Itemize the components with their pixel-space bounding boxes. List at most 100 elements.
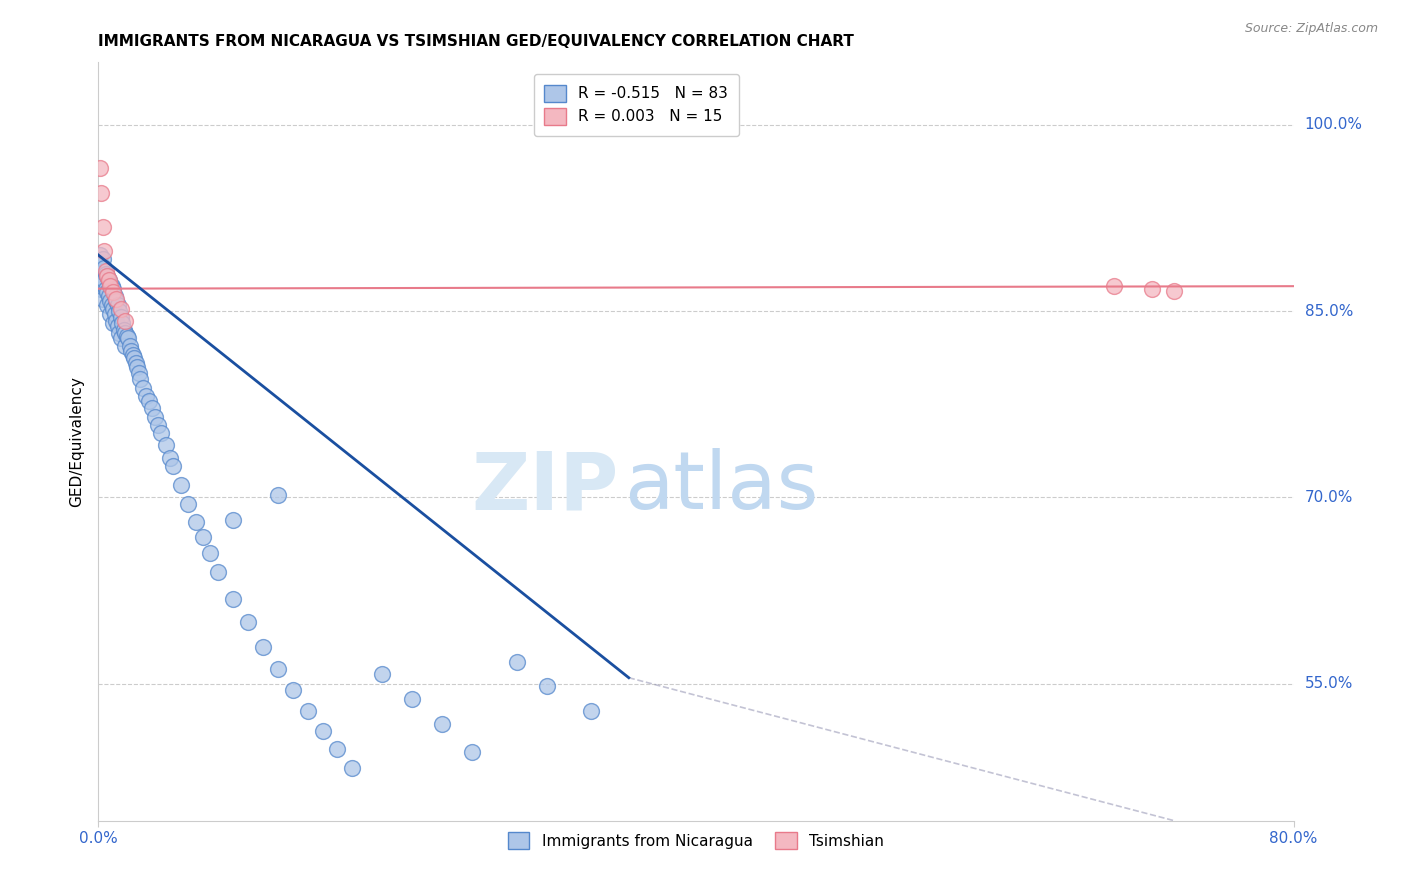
Point — [143, 409, 166, 424]
Point — [97, 273, 120, 287]
Text: 85.0%: 85.0% — [1305, 303, 1353, 318]
Point — [91, 292, 114, 306]
Point — [184, 516, 207, 530]
Point — [281, 683, 304, 698]
Point — [108, 304, 131, 318]
Point — [207, 565, 229, 579]
Point — [118, 339, 141, 353]
Point — [191, 530, 214, 544]
Point — [200, 546, 222, 560]
Point — [124, 351, 146, 366]
Point — [93, 260, 115, 275]
Point — [222, 592, 245, 607]
Point — [371, 667, 394, 681]
Point — [506, 655, 529, 669]
Point — [94, 264, 117, 278]
Point — [91, 219, 114, 234]
Point — [107, 298, 129, 312]
Point — [326, 741, 349, 756]
Point — [96, 269, 118, 284]
Point — [89, 248, 111, 262]
Point — [115, 329, 138, 343]
Point — [114, 314, 136, 328]
Point — [120, 343, 142, 358]
Point — [89, 161, 111, 175]
Point — [132, 381, 155, 395]
Point — [162, 459, 184, 474]
Point — [105, 292, 128, 306]
Point — [121, 347, 143, 361]
Text: ZIP: ZIP — [471, 448, 619, 526]
Point — [101, 279, 124, 293]
Point — [93, 244, 115, 259]
Point — [101, 298, 124, 312]
Legend: Immigrants from Nicaragua, Tsimshian: Immigrants from Nicaragua, Tsimshian — [499, 822, 893, 858]
Text: 100.0%: 100.0% — [1305, 117, 1362, 132]
Point — [177, 497, 200, 511]
Point — [104, 306, 127, 320]
Point — [1163, 284, 1185, 298]
Point — [90, 282, 112, 296]
Point — [108, 326, 131, 341]
Point — [155, 438, 177, 452]
Point — [96, 269, 118, 284]
Point — [105, 314, 128, 328]
Point — [150, 425, 173, 440]
Point — [125, 356, 148, 370]
Point — [98, 306, 122, 320]
Point — [297, 704, 319, 718]
Point — [311, 724, 333, 739]
Point — [401, 691, 423, 706]
Point — [110, 301, 132, 316]
Point — [103, 317, 125, 331]
Point — [107, 318, 129, 333]
Point — [141, 401, 163, 415]
Point — [98, 277, 122, 291]
Point — [267, 488, 290, 502]
Point — [90, 257, 112, 271]
Y-axis label: GED/Equivalency: GED/Equivalency — [69, 376, 84, 507]
Point — [94, 267, 117, 281]
Point — [461, 745, 484, 759]
Point — [91, 252, 114, 266]
Point — [536, 680, 558, 694]
Point — [104, 289, 127, 303]
Point — [342, 761, 364, 775]
Point — [90, 186, 112, 200]
Point — [1104, 279, 1126, 293]
Point — [267, 662, 290, 676]
Point — [103, 285, 125, 300]
Text: 70.0%: 70.0% — [1305, 490, 1353, 505]
Text: 55.0%: 55.0% — [1305, 676, 1353, 691]
Point — [117, 331, 139, 345]
Point — [111, 317, 134, 331]
Point — [96, 285, 118, 300]
Point — [89, 264, 111, 278]
Point — [94, 282, 117, 296]
Point — [98, 294, 122, 309]
Point — [112, 323, 135, 337]
Text: Source: ZipAtlas.com: Source: ZipAtlas.com — [1244, 22, 1378, 36]
Point — [148, 418, 170, 433]
Point — [222, 513, 245, 527]
Point — [129, 372, 152, 386]
Point — [103, 282, 125, 296]
Point — [581, 704, 603, 718]
Point — [90, 271, 112, 285]
Text: IMMIGRANTS FROM NICARAGUA VS TSIMSHIAN GED/EQUIVALENCY CORRELATION CHART: IMMIGRANTS FROM NICARAGUA VS TSIMSHIAN G… — [98, 34, 855, 49]
Point — [135, 388, 157, 402]
Point — [114, 326, 136, 341]
Point — [114, 339, 136, 353]
Point — [127, 359, 149, 374]
Text: atlas: atlas — [624, 448, 818, 526]
Point — [97, 289, 120, 303]
Point — [97, 273, 120, 287]
Point — [93, 273, 115, 287]
Point — [105, 294, 128, 309]
Point — [252, 640, 274, 654]
Point — [236, 615, 259, 629]
Point — [1140, 282, 1163, 296]
Point — [98, 279, 122, 293]
Point — [91, 277, 114, 291]
Point — [159, 450, 181, 465]
